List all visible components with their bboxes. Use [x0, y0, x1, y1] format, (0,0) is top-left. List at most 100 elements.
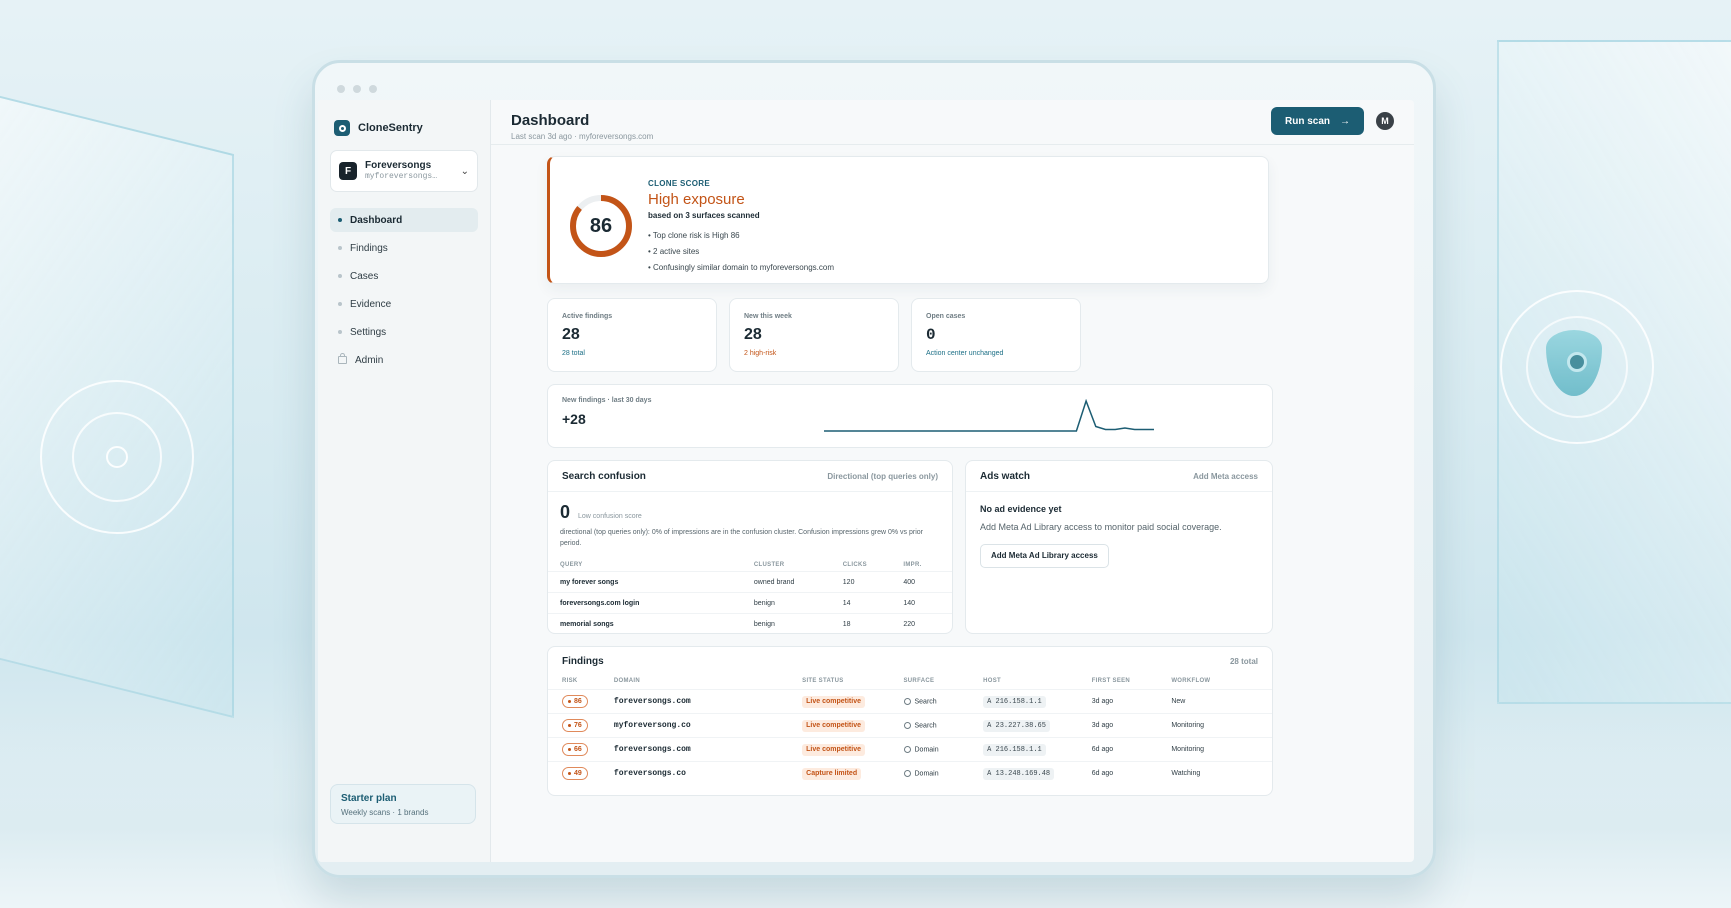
sidebar-item-evidence[interactable]: Evidence [330, 292, 478, 316]
table-row[interactable]: 49 foreversongs.co Capture limited Domain A … [548, 761, 1272, 785]
surface-value: Domain [914, 746, 939, 754]
plan-card[interactable]: Starter plan Weekly scans · 1 brands [330, 784, 476, 824]
surface-value: Domain [914, 770, 939, 778]
column-header: FIRST SEEN [1091, 678, 1131, 684]
account-switcher[interactable]: F Foreversongs myforeversongs… ⌄ [330, 150, 478, 192]
score-bullet: • 2 active sites [648, 247, 700, 256]
surface-cell: Domain [895, 761, 976, 785]
globe-icon [903, 769, 911, 777]
table-row[interactable]: foreversongs.com login benign 14 140 [548, 592, 952, 614]
bullet-icon [338, 218, 342, 222]
sidebar-item-settings[interactable]: Settings [330, 320, 478, 344]
user-avatar[interactable]: M [1376, 112, 1394, 130]
search-confusion-card: Search confusion Directional (top querie… [547, 460, 953, 634]
lock-icon [338, 353, 347, 364]
stat-card-active-findings[interactable]: Active findings 28 28 total [547, 298, 717, 372]
column-header: IMPR. [903, 562, 922, 568]
risk-value: 86 [574, 698, 582, 705]
domain-cell: myforeversong.co [605, 713, 795, 738]
run-scan-label: Run scan [1284, 115, 1330, 127]
sidebar-item-findings[interactable]: Findings [330, 236, 478, 260]
globe-icon [903, 745, 911, 753]
score-value: 86 [589, 214, 613, 237]
logo-icon [334, 120, 350, 136]
sidebar-item-cases[interactable]: Cases [330, 264, 478, 288]
impr-cell: 400 [891, 571, 952, 593]
risk-cell: 86 [548, 689, 606, 714]
run-scan-button[interactable]: Run scan → [1270, 107, 1364, 135]
stat-sub: Action center unchanged [926, 350, 1004, 357]
column-header: SITE STATUS [802, 678, 844, 684]
risk-badge: 49 [562, 767, 588, 780]
app-window: CloneSentry F Foreversongs myforeversong… [318, 100, 1414, 862]
query-cell: foreversongs.com login [548, 592, 742, 614]
page-subtitle: Last scan 3d ago · myforeversongs.com [511, 132, 654, 141]
clicks-cell: 18 [830, 613, 892, 634]
add-meta-access-link[interactable]: Add Meta access [1193, 471, 1258, 481]
workflow-cell: Watching [1163, 761, 1272, 785]
score-bullet: • Top clone risk is High 86 [648, 231, 740, 240]
first-seen-cell: 6d ago [1083, 761, 1164, 785]
findings-card: Findings 28 total RISK DOMAIN SITE STATU… [547, 646, 1273, 796]
query-cell: memorial songs [548, 613, 742, 634]
table-row[interactable]: memorial songs benign 18 220 [548, 613, 952, 634]
risk-value: 66 [574, 746, 582, 753]
sparkline-path [824, 399, 1154, 432]
column-header: DOMAIN [613, 678, 641, 684]
card-title: Ads watch [980, 470, 1031, 482]
table-row[interactable]: my forever songs owned brand 120 400 [548, 571, 952, 593]
sidebar-nav: Dashboard Findings Cases Evidence Settin… [318, 208, 490, 372]
risk-badge: 76 [562, 719, 588, 732]
table-row[interactable]: 76 myforeversong.co Live competitive Search… [548, 713, 1272, 738]
sidebar-item-label: Admin [355, 354, 384, 366]
risk-badge: 86 [562, 695, 588, 708]
plan-title: Starter plan [341, 793, 397, 804]
findings-table: RISK DOMAIN SITE STATUS SURFACE HOST FIR… [548, 675, 1272, 785]
column-header: CLUSTER [753, 562, 785, 568]
status-cell: Live competitive [794, 713, 896, 738]
status-cell: Live competitive [794, 689, 896, 714]
score-headline: High exposure [648, 191, 745, 208]
search-icon [903, 697, 911, 705]
stat-card-open-cases[interactable]: Open cases 0 Action center unchanged [911, 298, 1081, 372]
sidebar-item-admin[interactable]: Admin [330, 348, 478, 372]
impr-cell: 140 [891, 592, 952, 614]
host-value: A 216.158.1.1 [983, 695, 1046, 708]
status-badge: Capture limited [802, 767, 862, 780]
host-cell: A 216.158.1.1 [975, 689, 1084, 714]
risk-cell: 66 [548, 737, 606, 762]
bullet-icon [338, 330, 342, 334]
domain-value: foreversongs.com [613, 745, 691, 754]
host-cell: A 23.227.38.65 [975, 713, 1084, 738]
stat-label: Active findings [562, 313, 613, 320]
cluster-cell: benign [741, 613, 831, 634]
surface-value: Search [914, 722, 937, 730]
confusion-description: directional (top queries only): 0% of im… [560, 529, 924, 547]
surface-value: Search [914, 698, 937, 706]
host-value: A 216.158.1.1 [983, 743, 1046, 756]
table-row[interactable]: 86 foreversongs.com Live competitive Search… [548, 689, 1272, 714]
domain-value: foreversongs.co [613, 769, 686, 778]
table-row[interactable]: 66 foreversongs.com Live competitive Domain… [548, 737, 1272, 762]
surface-cell: Search [895, 689, 976, 714]
query-table: QUERY CLUSTER CLICKS IMPR. my forever so… [548, 559, 952, 634]
stat-value: 28 [744, 326, 762, 343]
stat-label: Open cases [926, 313, 966, 320]
window-dots [337, 85, 377, 93]
search-icon [903, 721, 911, 729]
account-avatar: F [339, 162, 357, 180]
findings-total: 28 total [1229, 656, 1258, 666]
domain-value: myforeversong.co [613, 721, 691, 730]
arrow-right-icon: → [1340, 115, 1350, 127]
first-seen-cell: 3d ago [1083, 689, 1164, 714]
stat-sub: 28 total [562, 350, 585, 357]
trend-label: New findings · last 30 days [562, 397, 652, 404]
brand: CloneSentry [318, 100, 490, 136]
sidebar-item-dashboard[interactable]: Dashboard [330, 208, 478, 232]
stat-card-new-this-week[interactable]: New this week 28 2 high-risk [729, 298, 899, 372]
clicks-cell: 120 [830, 571, 892, 593]
bullet-icon [338, 302, 342, 306]
add-meta-ad-library-button[interactable]: Add Meta Ad Library access [980, 544, 1109, 568]
card-title: Search confusion [562, 470, 646, 482]
ads-watch-card: Ads watch Add Meta access No ad evidence… [965, 460, 1273, 634]
